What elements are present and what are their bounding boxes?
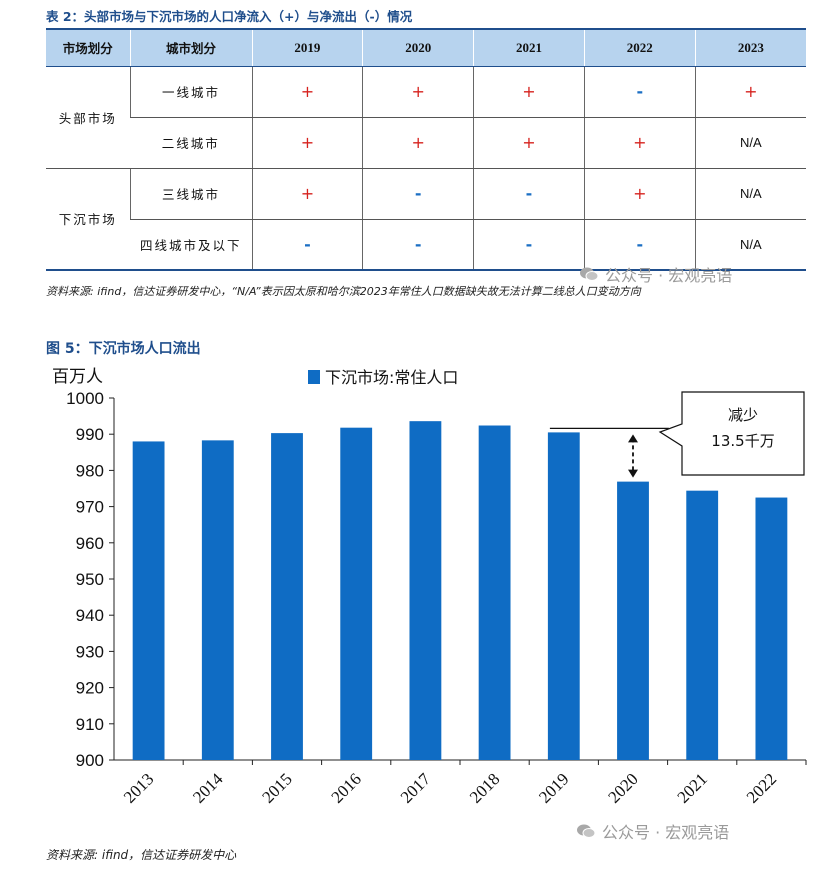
y-tick-label: 930 [76, 642, 104, 661]
annotation-text-line2: 13.5千万 [711, 432, 774, 450]
bar [478, 425, 511, 760]
bar [271, 433, 303, 760]
table-source-note: 资料来源: ifind，信达证券研发中心，“N/A”表示因太原和哈尔滨2023年… [46, 285, 641, 298]
y-tick-label: 940 [76, 606, 104, 625]
y-tick-label: 910 [76, 715, 104, 734]
bar [547, 432, 580, 760]
table-header-row: 市场划分 城市划分 2019 2020 2021 2022 2023 [46, 28, 806, 67]
bar [409, 421, 442, 760]
wechat-icon [577, 824, 596, 838]
value-cell: N/A [694, 168, 806, 220]
header-year: 2020 [362, 28, 474, 67]
y-tick-label: 920 [76, 679, 104, 698]
value-cell: - [362, 168, 474, 220]
population-bar-chart: 900 910 920 930 940 950 960 970 980 990 1000 百万人 下沉市… [52, 367, 807, 807]
arrow-head-up [628, 434, 638, 443]
bar [755, 497, 788, 760]
y-axis-label: 百万人 [52, 367, 103, 387]
wechat-icon [580, 267, 599, 281]
header-year: 2019 [251, 28, 363, 67]
market-cell: 下沉市场 [46, 168, 130, 271]
value-cell: + [694, 66, 806, 118]
value-cell: + [251, 168, 363, 220]
bar [686, 490, 719, 760]
value-cell: N/A [694, 117, 806, 169]
tier-cell: 三线城市 [129, 168, 252, 220]
value-cell: + [583, 117, 696, 169]
value-cell: + [473, 66, 585, 118]
bar [617, 481, 649, 760]
header-year: 2023 [694, 28, 806, 67]
header-market: 市场划分 [46, 28, 130, 67]
x-tick-label: 2022 [743, 769, 780, 806]
chart-source-note: 资料来源: ifind，信达证券研发中心 [46, 848, 237, 862]
x-tick-label: 2017 [397, 769, 435, 807]
value-cell: N/A [694, 219, 806, 271]
value-cell: + [251, 66, 363, 118]
x-tick-label: 2015 [258, 769, 295, 806]
x-tick-label: 2016 [328, 769, 365, 806]
table-caption: 表 2：头部市场与下沉市场的人口净流入（+）与净流出（-）情况 [46, 9, 413, 24]
value-cell: + [251, 117, 363, 169]
value-cell: - [362, 219, 474, 271]
watermark-text: 公众号 · 宏观亮语 [605, 266, 733, 285]
x-tick-label: 2014 [189, 769, 227, 807]
legend-swatch [308, 370, 320, 384]
table-row: 四线城市及以下 - - - - N/A [46, 219, 806, 271]
value-cell: - [251, 219, 363, 271]
x-tick-label: 2018 [466, 769, 503, 806]
value-cell: + [583, 168, 696, 220]
value-cell: + [362, 66, 474, 118]
y-tick-label: 960 [76, 534, 104, 553]
market-cell: 头部市场 [46, 66, 130, 169]
bar [340, 427, 373, 760]
x-tick-label: 2013 [120, 769, 157, 806]
figure-caption: 图 5：下沉市场人口流出 [46, 341, 201, 357]
value-cell: - [473, 219, 585, 271]
header-year: 2022 [583, 28, 696, 67]
population-flow-table: 市场划分 城市划分 2019 2020 2021 2022 2023 头部市场一… [46, 28, 806, 271]
watermark: 公众号 · 宏观亮语 [576, 819, 729, 843]
watermark: 公众号 · 宏观亮语 [579, 262, 732, 286]
x-tick-label: 2021 [674, 769, 711, 806]
y-tick-label: 950 [76, 570, 104, 589]
annotation-text-line1: 减少 [728, 406, 758, 424]
y-tick-label: 970 [76, 498, 104, 517]
y-tick-label: 1000 [66, 389, 104, 408]
value-cell: - [583, 66, 696, 118]
header-year: 2021 [473, 28, 585, 67]
x-tick-label: 2019 [535, 769, 572, 806]
legend-label: 下沉市场:常住人口 [325, 368, 458, 387]
annotation-callout [658, 391, 805, 476]
bar [132, 441, 165, 760]
y-tick-label: 990 [76, 425, 104, 444]
y-tick-label: 980 [76, 461, 104, 480]
tier-cell: 四线城市及以下 [130, 219, 252, 271]
tier-cell: 二线城市 [130, 117, 252, 169]
watermark-text: 公众号 · 宏观亮语 [602, 823, 730, 842]
table-row: 头部市场 一线城市 + + + - + [46, 66, 806, 169]
arrow-head-down [628, 469, 638, 478]
value-cell: - [583, 219, 696, 271]
tier-cell: 一线城市 [129, 66, 252, 118]
table-row: 下沉市场 三线城市 + - - + N/A [46, 168, 806, 271]
bar [201, 440, 234, 760]
y-tick-label: 900 [76, 751, 104, 770]
table-row: 二线城市 + + + + N/A [46, 117, 806, 169]
value-cell: + [473, 117, 585, 169]
x-tick-label: 2020 [604, 769, 641, 806]
value-cell: - [473, 168, 585, 220]
value-cell: + [362, 117, 474, 169]
header-tier: 城市划分 [129, 28, 252, 67]
